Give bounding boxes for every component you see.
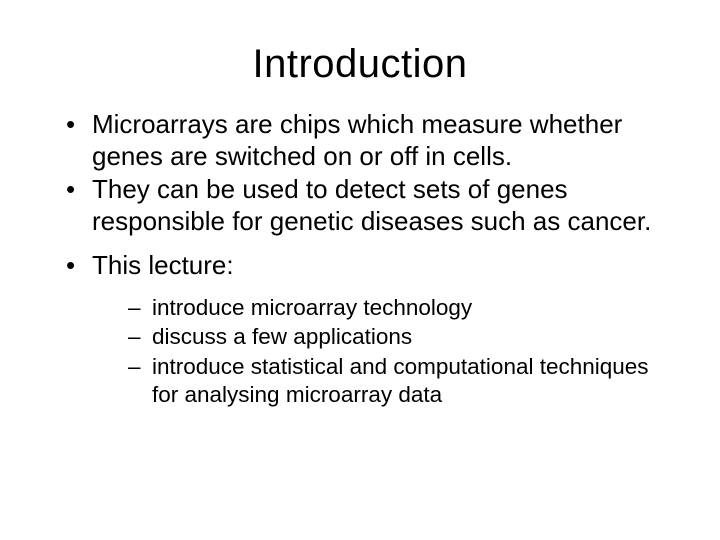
bullet-text: Microarrays are chips which measure whet… xyxy=(92,109,622,171)
sub-bullet-item: discuss a few applications xyxy=(128,323,658,351)
bullet-item: Microarrays are chips which measure whet… xyxy=(62,109,658,172)
sub-bullet-text: discuss a few applications xyxy=(152,324,412,349)
slide: Introduction Microarrays are chips which… xyxy=(0,0,720,540)
sub-bullet-list: introduce microarray technology discuss … xyxy=(128,294,658,410)
bullet-item: They can be used to detect sets of genes… xyxy=(62,174,658,237)
bullet-text: This lecture: xyxy=(92,250,234,280)
bullet-list: Microarrays are chips which measure whet… xyxy=(62,109,658,409)
sub-bullet-text: introduce microarray technology xyxy=(152,295,472,320)
slide-title: Introduction xyxy=(0,0,720,95)
sub-bullet-item: introduce microarray technology xyxy=(128,294,658,322)
bullet-item: This lecture: introduce microarray techn… xyxy=(62,250,658,409)
sub-bullet-item: introduce statistical and computational … xyxy=(128,353,658,409)
sub-bullet-text: introduce statistical and computational … xyxy=(152,354,649,407)
bullet-text: They can be used to detect sets of genes… xyxy=(92,174,651,236)
